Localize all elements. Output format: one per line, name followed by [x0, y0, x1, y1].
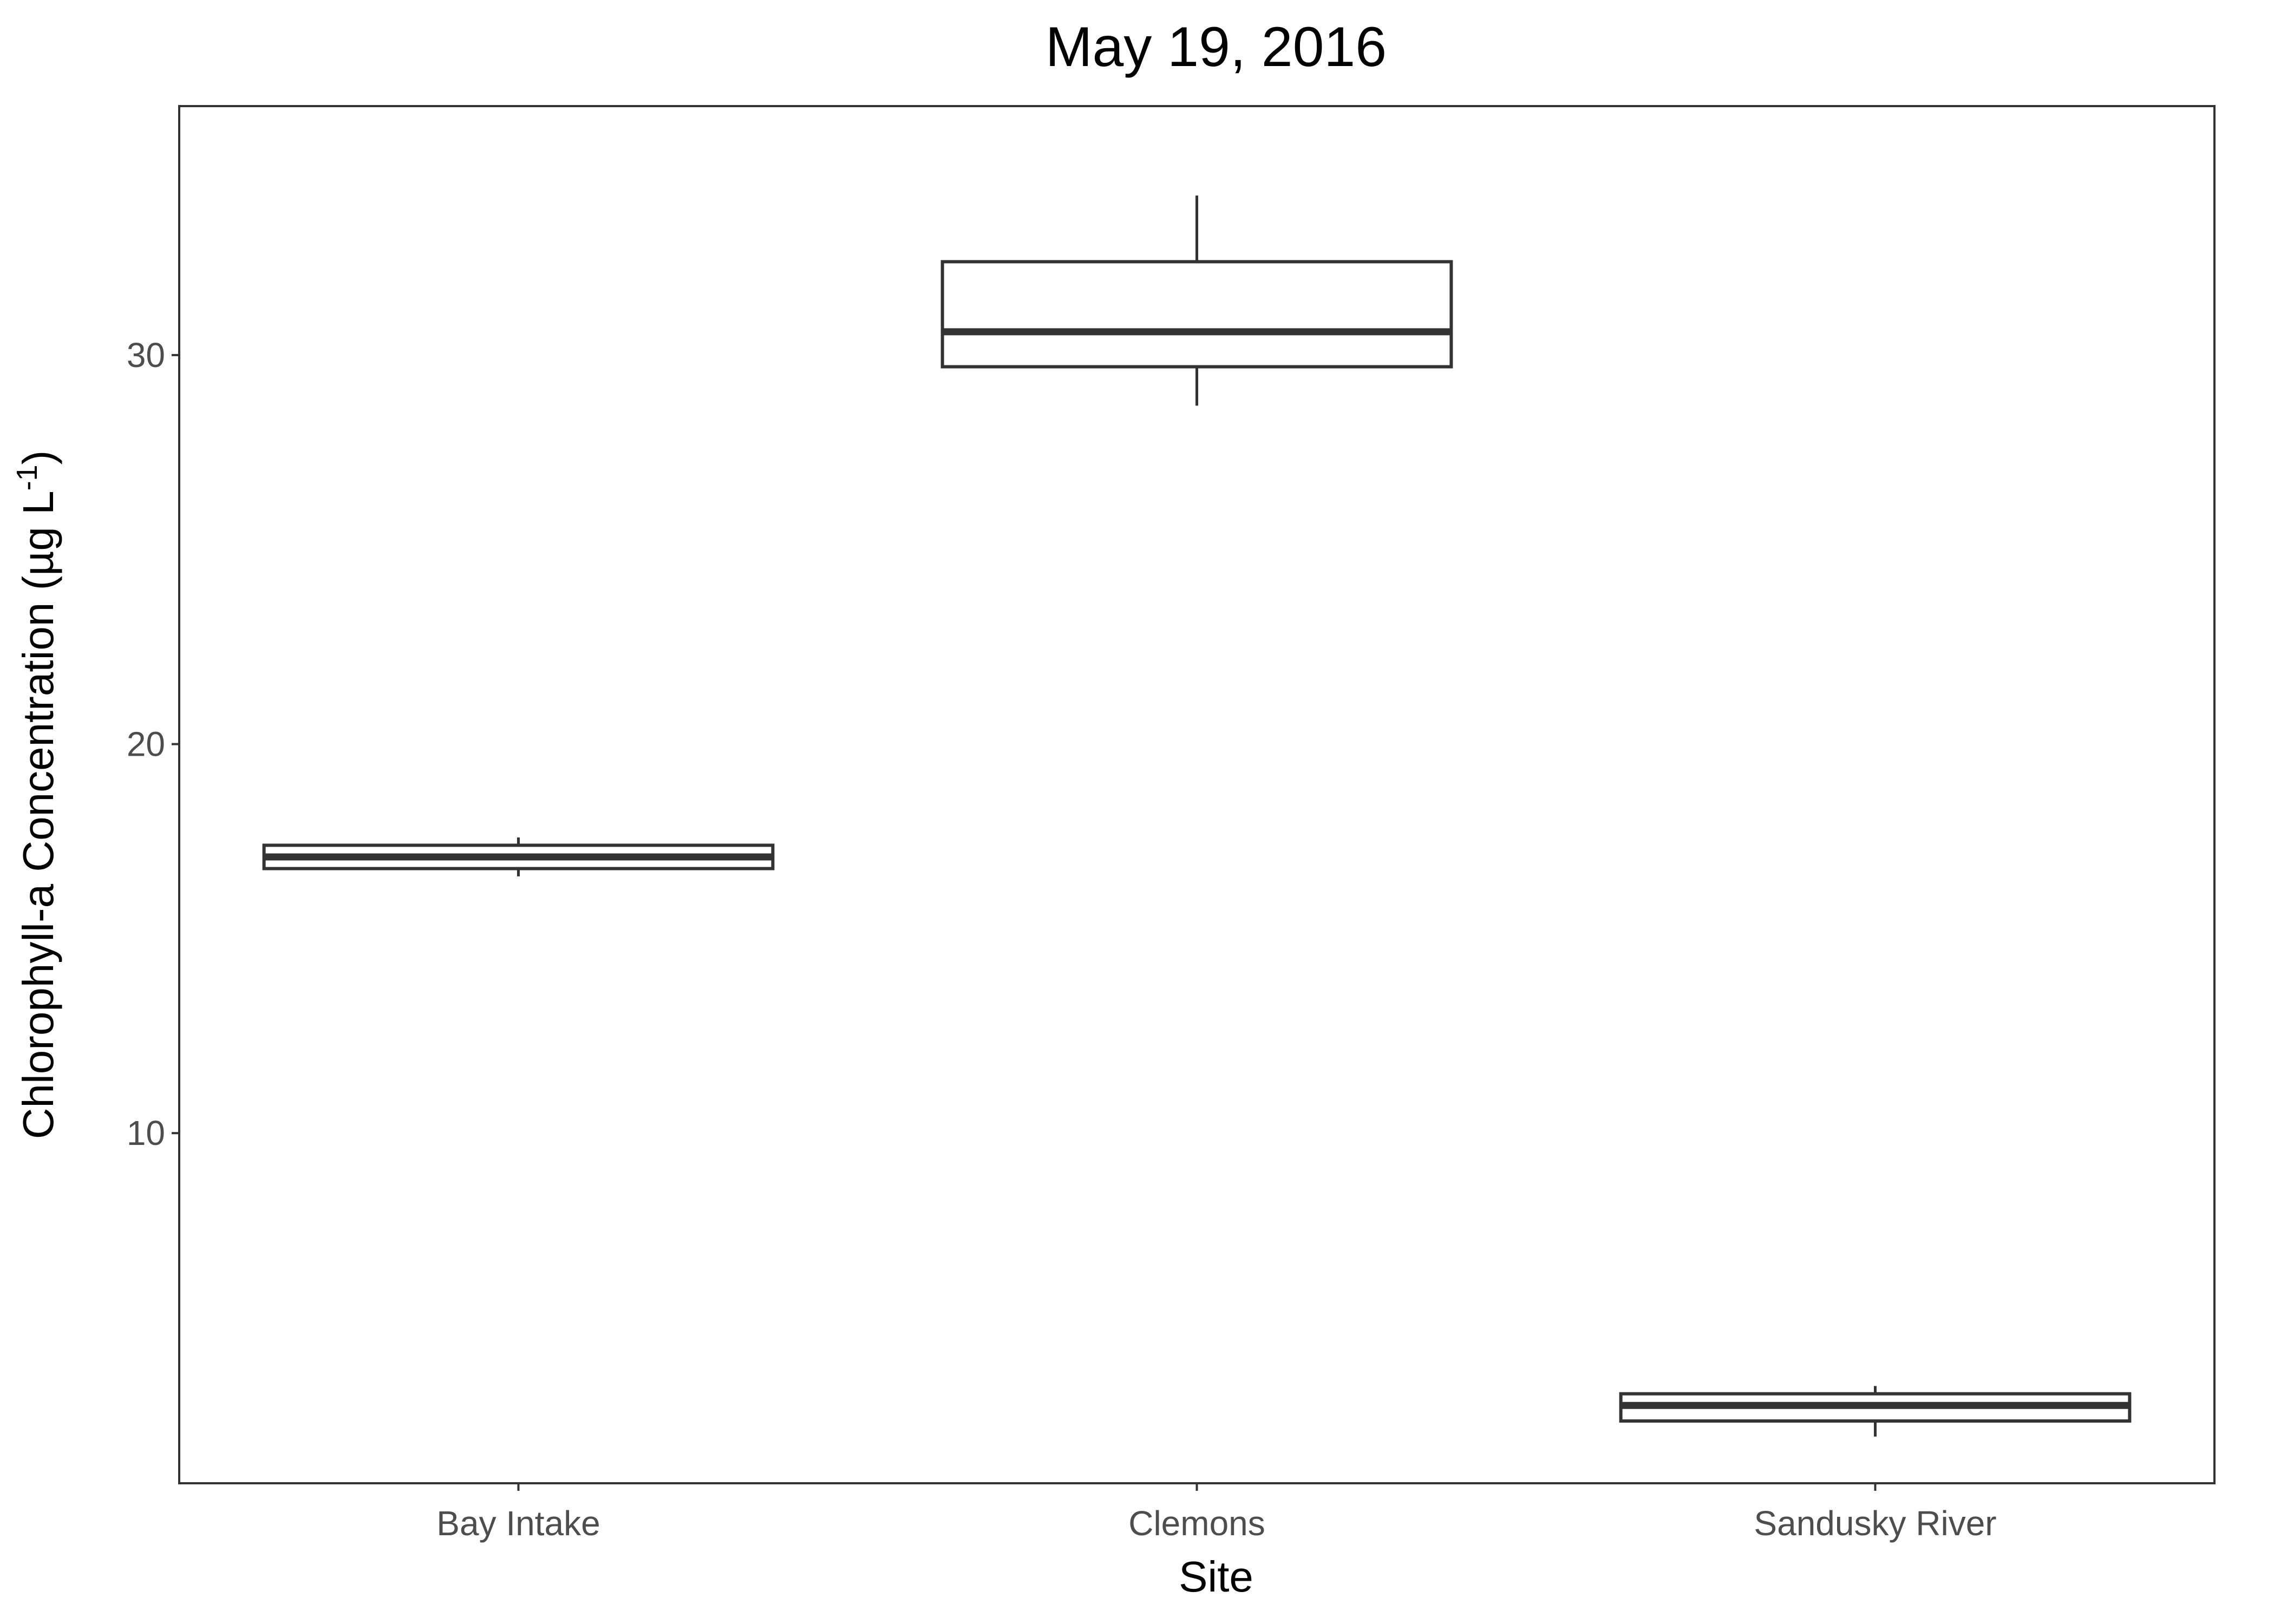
box-clemons — [940, 195, 1453, 406]
y-axis-title-superscript: -1 — [11, 464, 43, 490]
y-axis-title-main: Chlorophyll-a Concentration (µg L — [14, 490, 62, 1139]
y-tick-label: 20 — [127, 725, 165, 764]
x-tick-label: Clemons — [1128, 1504, 1265, 1543]
chart-title: May 19, 2016 — [1045, 16, 1387, 78]
x-axis-ticks: Bay Intake Clemons Sandusky River — [436, 1483, 1997, 1543]
boxplot-series — [262, 195, 2132, 1437]
y-axis-title: Chlorophyll-a Concentration (µg L-1) — [11, 450, 62, 1139]
y-tick-label: 30 — [127, 336, 165, 375]
x-tick-label: Sandusky River — [1754, 1504, 1996, 1543]
box-body — [940, 260, 1453, 369]
x-axis-title: Site — [1179, 1553, 1253, 1601]
box-bay-intake — [262, 837, 775, 876]
y-axis-title-close: ) — [14, 450, 62, 465]
box-sandusky-river — [1619, 1386, 2132, 1437]
x-tick-label: Bay Intake — [436, 1504, 600, 1543]
y-tick-label: 10 — [127, 1114, 165, 1152]
y-axis-ticks: 10 20 30 — [127, 336, 179, 1152]
